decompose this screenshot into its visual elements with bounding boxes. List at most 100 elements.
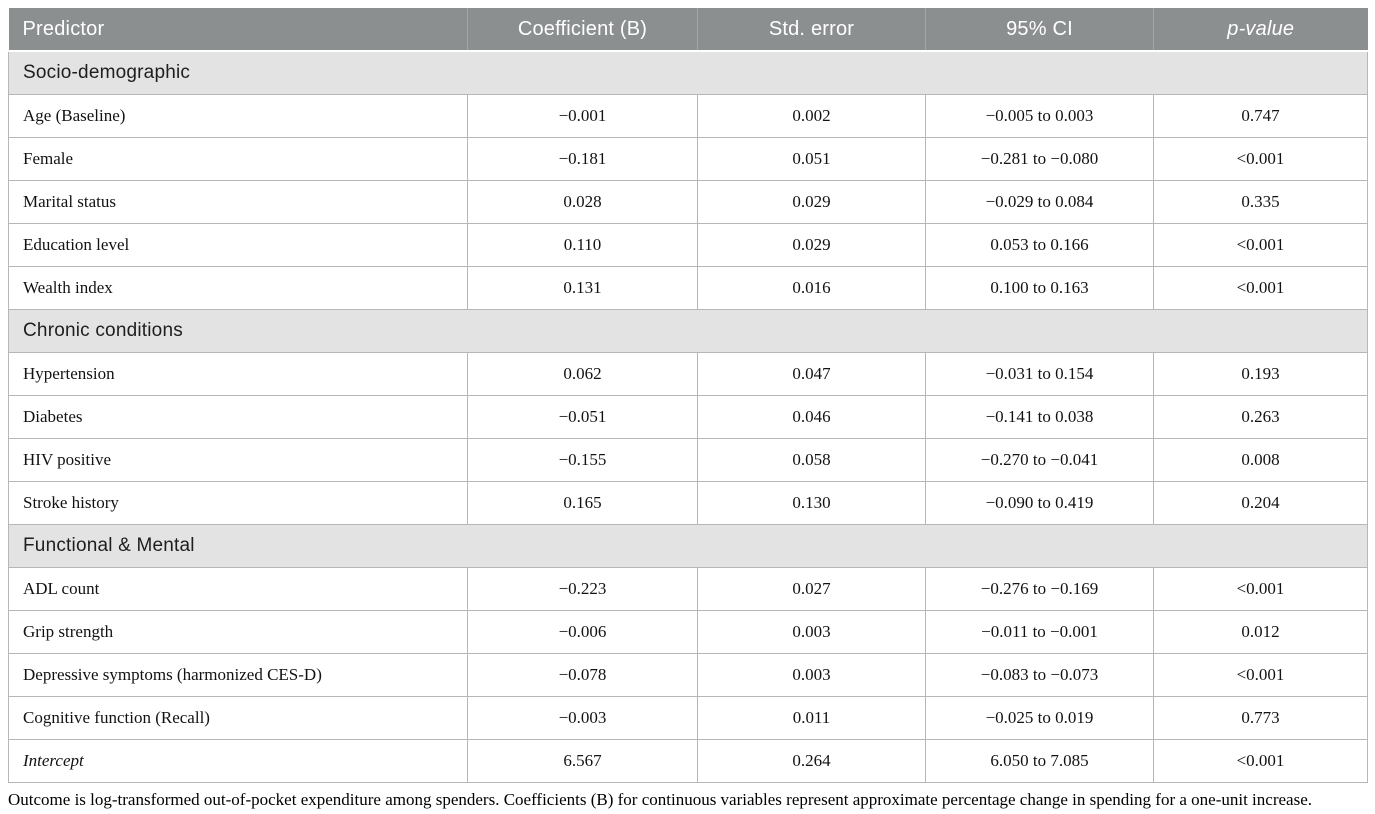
ci-cell: −0.005 to 0.003 <box>925 93 1154 138</box>
coefficient-cell: −0.003 <box>467 695 698 740</box>
predictor-cell: Female <box>8 136 468 181</box>
table-row: Grip strength −0.006 0.003 −0.011 to −0.001… <box>8 609 1368 654</box>
p-value-cell: 0.747 <box>1153 93 1368 138</box>
predictor-cell: Age (Baseline) <box>8 93 468 138</box>
coefficient-cell: −0.223 <box>467 566 698 611</box>
table-row: Stroke history 0.165 0.130 −0.090 to 0.419 0… <box>8 480 1368 525</box>
predictor-cell: Cognitive function (Recall) <box>8 695 468 740</box>
table-row: Marital status 0.028 0.029 −0.029 to 0.084 0… <box>8 179 1368 224</box>
p-value-cell: <0.001 <box>1153 222 1368 267</box>
std-error-cell: 0.051 <box>697 136 926 181</box>
p-value-cell: <0.001 <box>1153 265 1368 310</box>
std-error-cell: 0.003 <box>697 609 926 654</box>
coefficient-cell: −0.051 <box>467 394 698 439</box>
table-row: Intercept 6.567 0.264 6.050 to 7.085 <0.001 <box>8 738 1368 783</box>
table-footnote: Outcome is log-transformed out-of-pocket… <box>8 789 1312 809</box>
coefficient-cell: −0.001 <box>467 93 698 138</box>
table-row: HIV positive −0.155 0.058 −0.270 to −0.041 0… <box>8 437 1368 482</box>
coefficient-cell: 0.028 <box>467 179 698 224</box>
table-body: Socio-demographic Age (Baseline) −0.001 0.0… <box>8 50 1368 783</box>
column-header-predictor: Predictor <box>8 8 468 52</box>
table-row: Education level 0.110 0.029 0.053 to 0.166 <… <box>8 222 1368 267</box>
predictor-cell: Depressive symptoms (harmonized CES-D) <box>8 652 468 697</box>
section-title: Socio-demographic <box>8 50 1368 95</box>
ci-cell: −0.083 to −0.073 <box>925 652 1154 697</box>
predictor-cell: Education level <box>8 222 468 267</box>
ci-cell: 0.100 to 0.163 <box>925 265 1154 310</box>
ci-cell: −0.276 to −0.169 <box>925 566 1154 611</box>
table-header-row: Predictor Coefficient (B) Std. error 95%… <box>8 8 1368 52</box>
regression-table: Predictor Coefficient (B) Std. error 95%… <box>8 8 1368 783</box>
predictor-cell: HIV positive <box>8 437 468 482</box>
table-row: Female −0.181 0.051 −0.281 to −0.080 <0.001 <box>8 136 1368 181</box>
std-error-cell: 0.003 <box>697 652 926 697</box>
std-error-cell: 0.047 <box>697 351 926 396</box>
column-header-p-value: p-value <box>1153 8 1368 52</box>
std-error-cell: 0.264 <box>697 738 926 783</box>
predictor-cell: Grip strength <box>8 609 468 654</box>
ci-cell: 6.050 to 7.085 <box>925 738 1154 783</box>
ci-cell: −0.281 to −0.080 <box>925 136 1154 181</box>
predictor-cell: Hypertension <box>8 351 468 396</box>
predictor-cell: ADL count <box>8 566 468 611</box>
p-value-cell: 0.193 <box>1153 351 1368 396</box>
coefficient-cell: 0.062 <box>467 351 698 396</box>
column-header-95ci: 95% CI <box>925 8 1154 52</box>
column-header-std-error: Std. error <box>697 8 926 52</box>
ci-cell: −0.025 to 0.019 <box>925 695 1154 740</box>
ci-cell: −0.011 to −0.001 <box>925 609 1154 654</box>
predictor-cell: Intercept <box>8 738 468 783</box>
predictor-cell: Wealth index <box>8 265 468 310</box>
std-error-cell: 0.002 <box>697 93 926 138</box>
column-header-coefficient: Coefficient (B) <box>467 8 698 52</box>
coefficient-cell: −0.155 <box>467 437 698 482</box>
ci-cell: −0.270 to −0.041 <box>925 437 1154 482</box>
table-row: Age (Baseline) −0.001 0.002 −0.005 to 0.003… <box>8 93 1368 138</box>
table-row: Cognitive function (Recall) −0.003 0.011 −0… <box>8 695 1368 740</box>
coefficient-cell: 0.165 <box>467 480 698 525</box>
ci-cell: −0.029 to 0.084 <box>925 179 1154 224</box>
coefficient-cell: −0.078 <box>467 652 698 697</box>
ci-cell: 0.053 to 0.166 <box>925 222 1154 267</box>
std-error-cell: 0.016 <box>697 265 926 310</box>
p-value-cell: <0.001 <box>1153 136 1368 181</box>
std-error-cell: 0.058 <box>697 437 926 482</box>
table-row: Depressive symptoms (harmonized CES-D) −0… <box>8 652 1368 697</box>
p-value-cell: 0.008 <box>1153 437 1368 482</box>
p-value-cell: <0.001 <box>1153 738 1368 783</box>
p-value-cell: 0.204 <box>1153 480 1368 525</box>
table-row: Diabetes −0.051 0.046 −0.141 to 0.038 0.263 <box>8 394 1368 439</box>
predictor-cell: Marital status <box>8 179 468 224</box>
section-row: Socio-demographic <box>8 50 1368 95</box>
ci-cell: −0.141 to 0.038 <box>925 394 1154 439</box>
coefficient-cell: −0.006 <box>467 609 698 654</box>
predictor-cell: Stroke history <box>8 480 468 525</box>
coefficient-cell: 0.110 <box>467 222 698 267</box>
coefficient-cell: 6.567 <box>467 738 698 783</box>
ci-cell: −0.031 to 0.154 <box>925 351 1154 396</box>
coefficient-cell: −0.181 <box>467 136 698 181</box>
p-value-cell: 0.773 <box>1153 695 1368 740</box>
section-title: Functional & Mental <box>8 523 1368 568</box>
std-error-cell: 0.027 <box>697 566 926 611</box>
std-error-cell: 0.029 <box>697 222 926 267</box>
p-value-cell: 0.012 <box>1153 609 1368 654</box>
predictor-cell: Diabetes <box>8 394 468 439</box>
std-error-cell: 0.130 <box>697 480 926 525</box>
p-value-cell: 0.263 <box>1153 394 1368 439</box>
std-error-cell: 0.011 <box>697 695 926 740</box>
std-error-cell: 0.046 <box>697 394 926 439</box>
section-row: Functional & Mental <box>8 523 1368 568</box>
ci-cell: −0.090 to 0.419 <box>925 480 1154 525</box>
table-row: Hypertension 0.062 0.047 −0.031 to 0.154 0.1… <box>8 351 1368 396</box>
p-value-cell: 0.335 <box>1153 179 1368 224</box>
p-value-cell: <0.001 <box>1153 652 1368 697</box>
table-row: Wealth index 0.131 0.016 0.100 to 0.163 <0.0… <box>8 265 1368 310</box>
p-value-cell: <0.001 <box>1153 566 1368 611</box>
section-title: Chronic conditions <box>8 308 1368 353</box>
table-row: ADL count −0.223 0.027 −0.276 to −0.169 <0.0… <box>8 566 1368 611</box>
coefficient-cell: 0.131 <box>467 265 698 310</box>
section-row: Chronic conditions <box>8 308 1368 353</box>
std-error-cell: 0.029 <box>697 179 926 224</box>
